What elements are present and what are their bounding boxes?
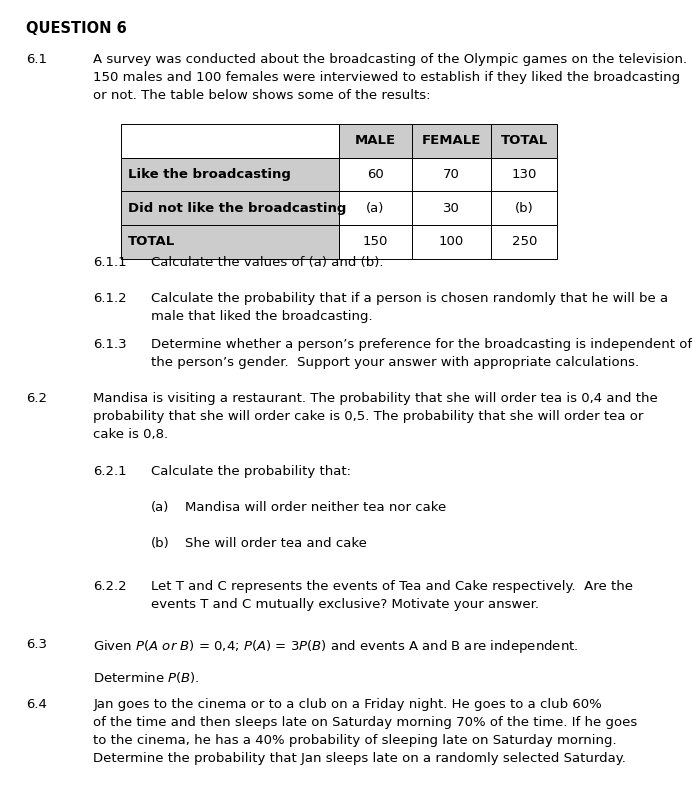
Bar <box>491 191 557 225</box>
Text: (b): (b) <box>515 202 534 215</box>
Bar <box>491 225 557 259</box>
Text: 6.2.2: 6.2.2 <box>93 580 127 593</box>
Text: (a): (a) <box>366 202 385 215</box>
Bar <box>339 225 412 259</box>
Text: 100: 100 <box>439 235 464 248</box>
Bar <box>339 124 412 158</box>
Text: (b): (b) <box>151 537 170 549</box>
Text: Mandisa will order neither tea nor cake: Mandisa will order neither tea nor cake <box>185 501 447 514</box>
Text: 60: 60 <box>367 168 384 181</box>
Text: 6.1.1: 6.1.1 <box>93 256 127 269</box>
Text: TOTAL: TOTAL <box>500 135 548 147</box>
Text: 6.2.1: 6.2.1 <box>93 465 127 477</box>
Text: Jan goes to the cinema or to a club on a Friday night. He goes to a club 60%
of : Jan goes to the cinema or to a club on a… <box>93 698 637 766</box>
Bar <box>412 158 491 191</box>
Text: 6.1.3: 6.1.3 <box>93 338 127 351</box>
Text: A survey was conducted about the broadcasting of the Olympic games on the televi: A survey was conducted about the broadca… <box>93 53 688 102</box>
Bar <box>412 225 491 259</box>
Bar <box>412 124 491 158</box>
Text: 6.4: 6.4 <box>26 698 47 711</box>
Text: MALE: MALE <box>355 135 396 147</box>
Text: 6.3: 6.3 <box>26 638 47 650</box>
Text: 130: 130 <box>511 168 537 181</box>
Text: Let T and C represents the events of Tea and Cake respectively.  Are the
events : Let T and C represents the events of Tea… <box>151 580 633 611</box>
Bar <box>121 124 339 158</box>
Text: 6.1.2: 6.1.2 <box>93 292 127 305</box>
Text: Given $P(A$ $or$ $B)$ = 0,4; $P(A)$ = 3$P(B)$ and events A and B are independent: Given $P(A$ $or$ $B)$ = 0,4; $P(A)$ = 3$… <box>93 638 579 654</box>
Bar <box>412 191 491 225</box>
Text: QUESTION 6: QUESTION 6 <box>26 21 127 36</box>
Text: Calculate the probability that if a person is chosen randomly that he will be a
: Calculate the probability that if a pers… <box>151 292 668 324</box>
Bar <box>491 158 557 191</box>
Text: 150: 150 <box>363 235 388 248</box>
Text: Calculate the values of (a) and (b).: Calculate the values of (a) and (b). <box>151 256 383 269</box>
Text: Like the broadcasting: Like the broadcasting <box>128 168 291 181</box>
Text: Did not like the broadcasting: Did not like the broadcasting <box>128 202 347 215</box>
Text: Calculate the probability that:: Calculate the probability that: <box>151 465 351 477</box>
Bar <box>491 124 557 158</box>
Text: TOTAL: TOTAL <box>128 235 175 248</box>
Text: (a): (a) <box>151 501 170 514</box>
Text: Mandisa is visiting a restaurant. The probability that she will order tea is 0,4: Mandisa is visiting a restaurant. The pr… <box>93 392 658 441</box>
Bar <box>121 225 339 259</box>
Bar <box>121 191 339 225</box>
Text: Determine $P(B)$.: Determine $P(B)$. <box>93 670 200 685</box>
Bar <box>339 191 412 225</box>
Text: FEMALE: FEMALE <box>422 135 481 147</box>
Text: 6.1: 6.1 <box>26 53 47 66</box>
Text: She will order tea and cake: She will order tea and cake <box>185 537 367 549</box>
Text: Determine whether a person’s preference for the broadcasting is independent of
t: Determine whether a person’s preference … <box>151 338 692 369</box>
Bar <box>339 158 412 191</box>
Text: 6.2: 6.2 <box>26 392 47 405</box>
Text: 70: 70 <box>443 168 460 181</box>
Text: 250: 250 <box>511 235 537 248</box>
Bar <box>121 158 339 191</box>
Text: 30: 30 <box>443 202 460 215</box>
